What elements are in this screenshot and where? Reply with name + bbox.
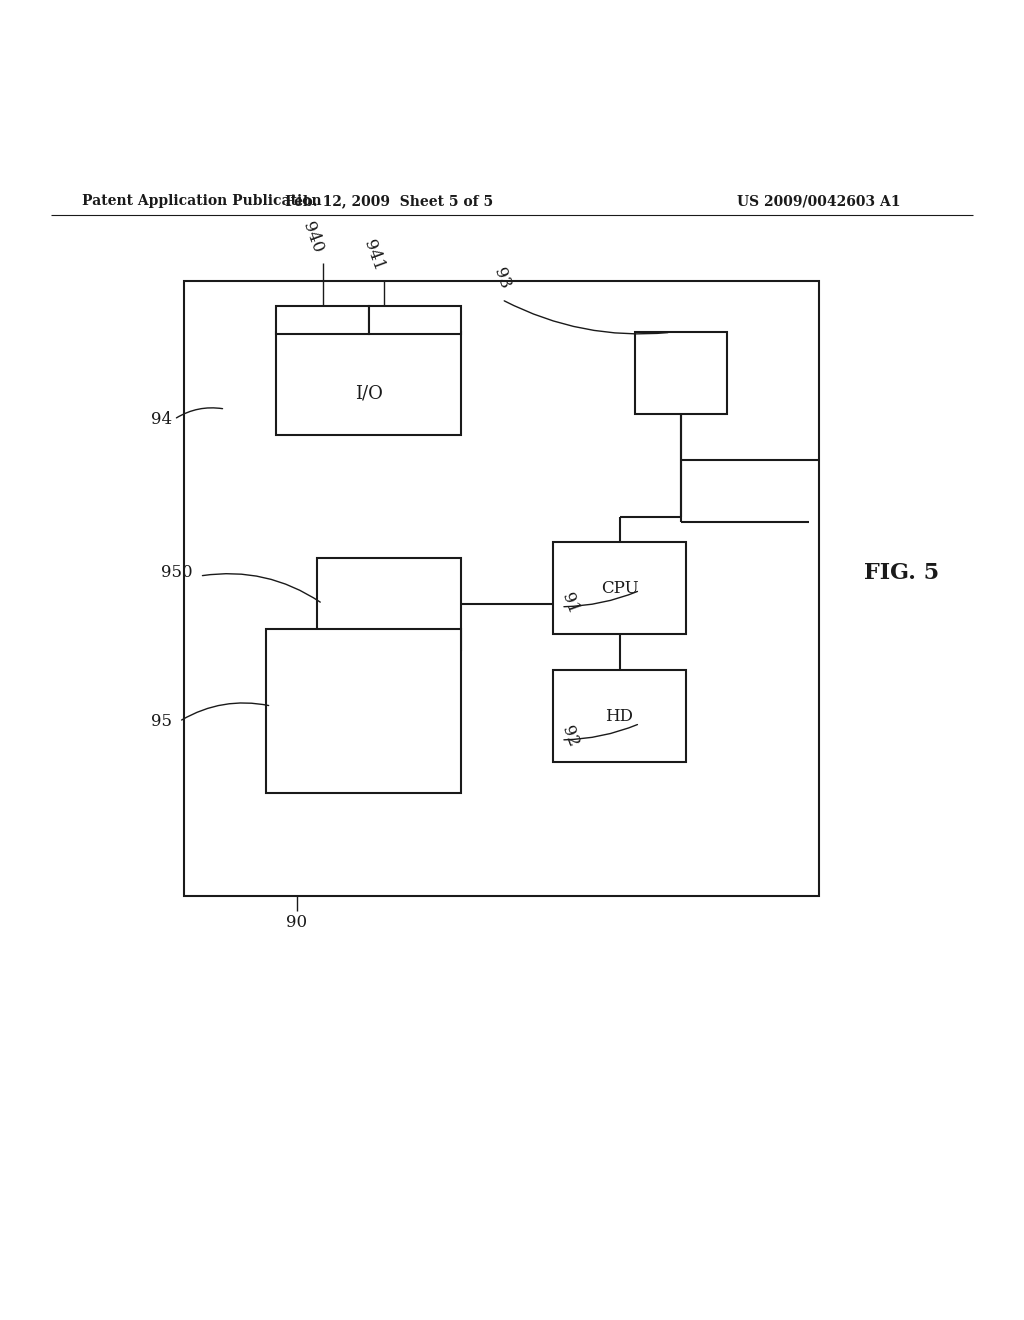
- FancyBboxPatch shape: [635, 333, 727, 414]
- FancyBboxPatch shape: [553, 543, 686, 635]
- FancyBboxPatch shape: [317, 557, 461, 649]
- Text: 92: 92: [558, 723, 582, 750]
- Text: 93: 93: [490, 265, 513, 292]
- Text: 94: 94: [151, 411, 172, 428]
- FancyBboxPatch shape: [276, 333, 461, 434]
- Text: HD: HD: [605, 708, 634, 725]
- FancyBboxPatch shape: [553, 671, 686, 763]
- Text: Feb. 12, 2009  Sheet 5 of 5: Feb. 12, 2009 Sheet 5 of 5: [285, 194, 494, 209]
- Text: 90: 90: [287, 913, 307, 931]
- FancyBboxPatch shape: [266, 630, 461, 793]
- Text: 950: 950: [161, 565, 193, 581]
- Text: 940: 940: [299, 220, 326, 256]
- FancyBboxPatch shape: [184, 281, 819, 895]
- Text: US 2009/0042603 A1: US 2009/0042603 A1: [737, 194, 901, 209]
- Text: 95: 95: [151, 713, 172, 730]
- FancyBboxPatch shape: [369, 306, 461, 334]
- Text: CPU: CPU: [601, 579, 638, 597]
- FancyBboxPatch shape: [276, 306, 369, 334]
- Text: I/O: I/O: [354, 384, 383, 403]
- Text: Patent Application Publication: Patent Application Publication: [82, 194, 322, 209]
- Text: FIG. 5: FIG. 5: [863, 562, 939, 583]
- Text: 941: 941: [360, 238, 387, 273]
- Text: 91: 91: [558, 591, 582, 616]
